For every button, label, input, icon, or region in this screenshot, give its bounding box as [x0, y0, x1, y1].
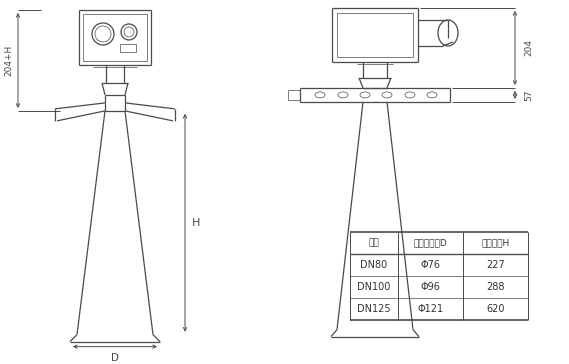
Text: H: H — [192, 218, 200, 228]
Text: 57: 57 — [524, 89, 533, 101]
Text: Φ121: Φ121 — [418, 304, 444, 314]
Text: DN100: DN100 — [357, 282, 391, 292]
Text: 法兰: 法兰 — [369, 238, 380, 247]
Text: 620: 620 — [486, 304, 505, 314]
Text: 测孔高度H: 测孔高度H — [481, 238, 510, 247]
Text: Φ76: Φ76 — [420, 260, 440, 270]
Text: 测孔口直径D: 测孔口直径D — [414, 238, 447, 247]
Text: 227: 227 — [486, 260, 505, 270]
Text: DN125: DN125 — [357, 304, 391, 314]
Text: 204+H: 204+H — [5, 45, 14, 76]
Text: DN80: DN80 — [360, 260, 387, 270]
Text: D: D — [111, 353, 119, 363]
Text: Φ96: Φ96 — [420, 282, 440, 292]
Text: 204: 204 — [524, 39, 533, 56]
Text: 288: 288 — [486, 282, 505, 292]
Bar — [120, 44, 136, 52]
